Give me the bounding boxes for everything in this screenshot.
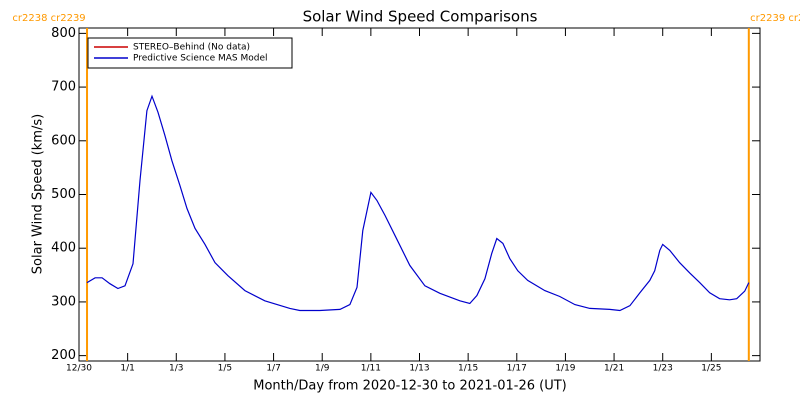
legend-label: Predictive Science MAS Model [133,54,268,64]
x-tick-label: 1/13 [409,364,429,374]
x-tick-label: 1/23 [653,364,673,374]
rotation-label: cr2239 cr2240 [750,13,800,24]
x-tick-label: 1/5 [218,364,232,374]
y-tick-label: 300 [51,294,76,309]
y-tick-label: 700 [51,80,76,95]
y-tick-label: 600 [51,133,76,148]
x-tick-label: 1/19 [555,364,575,374]
x-tick-label: 1/9 [315,364,330,374]
x-axis-label: Month/Day from 2020-12-30 to 2021-01-26 … [253,379,566,394]
x-tick-label: 12/30 [66,364,92,374]
y-tick-label: 400 [51,241,76,256]
x-tick-label: 1/7 [266,364,280,374]
series-line [86,94,750,312]
y-axis-label: Solar Wind Speed (km/s) [31,114,46,274]
y-tick-label: 200 [51,348,76,363]
y-tick-label: 500 [51,187,76,202]
y-tick-label: 800 [51,26,76,41]
legend-label: STEREO–Behind (No data) [133,43,250,53]
x-tick-label: 1/21 [604,364,624,374]
x-tick-label: 1/17 [507,364,527,374]
rotation-label: cr2238 cr2239 [12,13,85,24]
x-tick-label: 1/1 [120,364,134,374]
x-tick-label: 1/15 [458,364,478,374]
legend-box [87,37,293,69]
x-tick-label: 1/11 [361,364,381,374]
plot-frame [78,27,761,362]
x-tick-label: 1/25 [701,364,721,374]
chart-title: Solar Wind Speed Comparisons [303,8,538,26]
x-tick-label: 1/3 [169,364,183,374]
